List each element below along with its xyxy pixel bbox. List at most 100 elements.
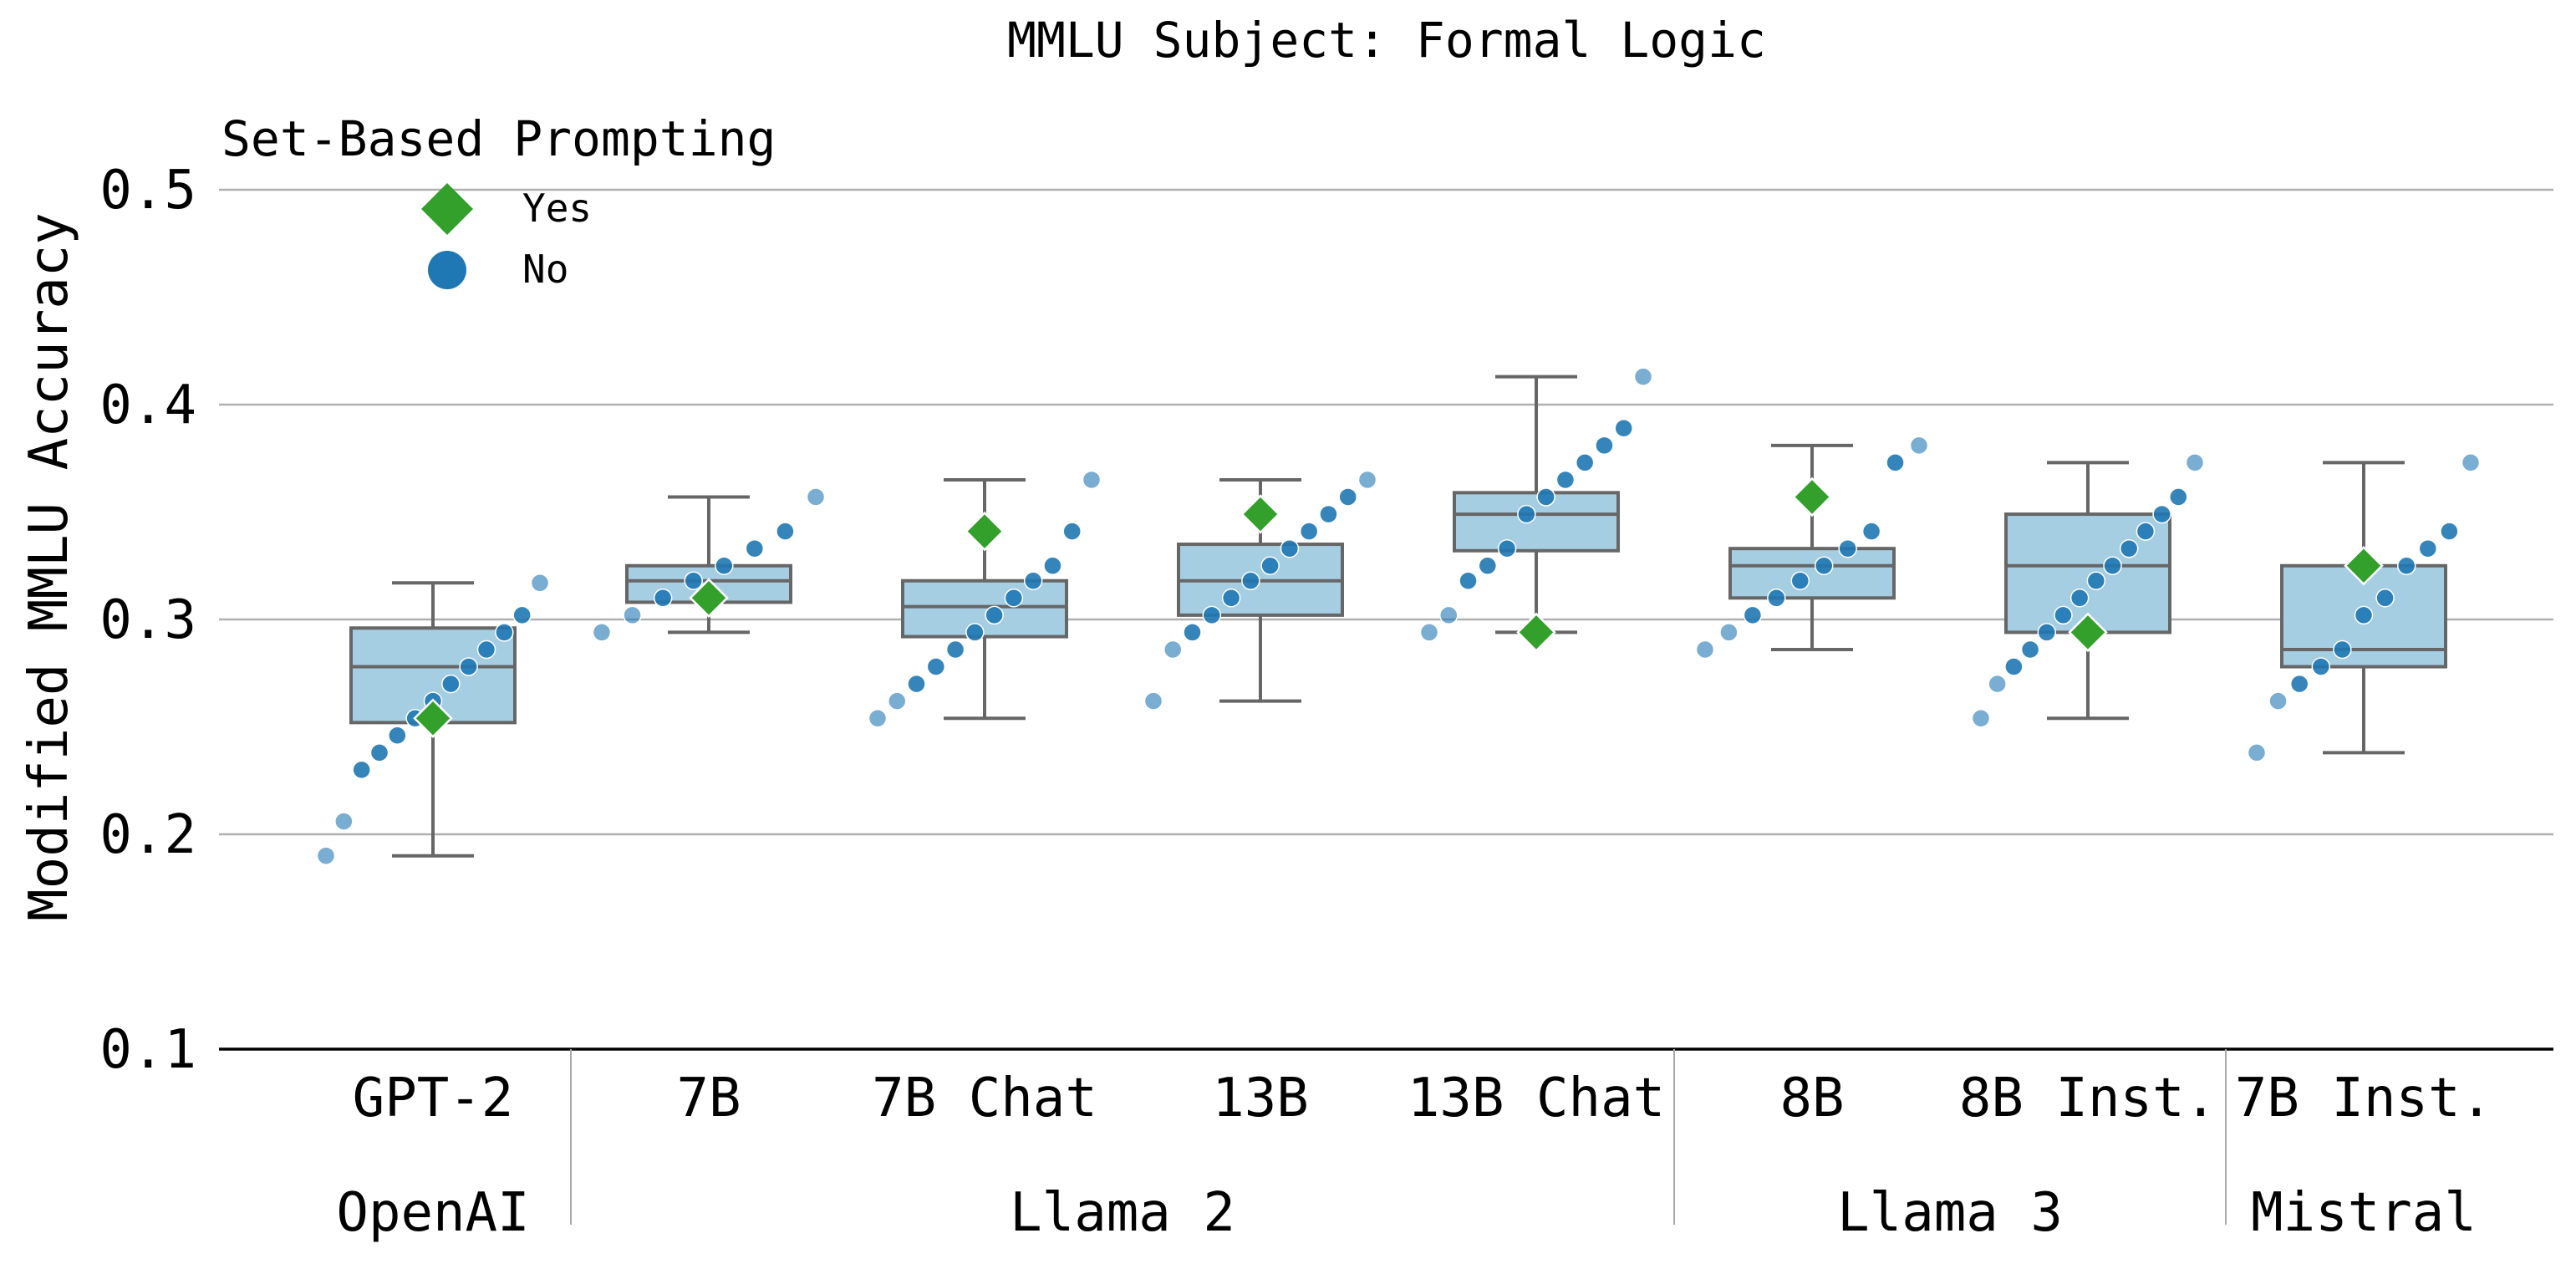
- no-point: [745, 538, 765, 558]
- no-point: [369, 743, 389, 762]
- no-point: [776, 522, 795, 541]
- no-point: [2461, 453, 2481, 472]
- no-point: [2103, 556, 2122, 575]
- no-point: [1357, 470, 1377, 490]
- no-point: [1183, 623, 1202, 642]
- box-iqr: [1728, 547, 1896, 600]
- no-point: [388, 726, 407, 746]
- no-point: [1575, 453, 1595, 472]
- no-point: [1299, 522, 1319, 541]
- no-point: [334, 812, 354, 831]
- no-point: [1338, 487, 1357, 507]
- x-tick-label: 8B Inst.: [1959, 1068, 2217, 1129]
- yes-point: [2068, 612, 2108, 653]
- no-point: [441, 674, 461, 694]
- no-point: [2152, 504, 2171, 524]
- group-label: OpenAI: [336, 1182, 529, 1244]
- no-point: [1439, 605, 1459, 625]
- legend-yes-label: Yes: [522, 186, 592, 231]
- x-tick-label: 7B: [676, 1068, 741, 1129]
- no-point: [316, 846, 336, 865]
- no-point: [1767, 589, 1786, 608]
- no-point: [1790, 571, 1810, 590]
- yes-point: [689, 578, 729, 619]
- no-series-points: [316, 367, 2481, 865]
- no-point: [2311, 657, 2331, 676]
- no-point: [985, 605, 1004, 625]
- legend-no-marker: [428, 251, 466, 289]
- no-point: [907, 674, 926, 694]
- no-point: [715, 556, 734, 575]
- box-iqr: [1453, 491, 1620, 553]
- group-label: Mistral: [2251, 1182, 2477, 1244]
- no-point: [1743, 605, 1763, 625]
- yes-point: [1240, 494, 1280, 534]
- yes-point: [965, 511, 1005, 552]
- no-point: [945, 640, 965, 660]
- group-label: Llama 2: [1010, 1182, 1235, 1244]
- no-point: [1555, 470, 1576, 490]
- no-point: [888, 691, 907, 711]
- no-point: [1478, 556, 1498, 575]
- y-tick-label: 0.3: [99, 589, 196, 651]
- no-point: [2169, 487, 2188, 507]
- no-point: [495, 623, 514, 642]
- boxes: [349, 375, 2447, 858]
- no-point: [2418, 538, 2438, 558]
- box-8b-inst-: [2004, 461, 2171, 721]
- no-point: [2268, 691, 2288, 711]
- no-point: [2354, 605, 2374, 625]
- no-point: [2333, 640, 2352, 660]
- no-point: [1459, 571, 1478, 590]
- no-point: [1595, 436, 1614, 456]
- no-point: [459, 657, 478, 676]
- no-point: [1536, 487, 1555, 507]
- legend-no-label: No: [522, 247, 568, 292]
- group-label: Llama 3: [1837, 1182, 2063, 1244]
- y-tick-label: 0.1: [99, 1019, 196, 1081]
- no-point: [1319, 504, 1338, 524]
- x-tick-label: 7B Chat: [872, 1068, 1097, 1129]
- no-point: [1221, 589, 1241, 608]
- no-point: [1062, 522, 1082, 541]
- no-point: [868, 708, 888, 728]
- no-point: [2289, 674, 2309, 694]
- box-7b-chat: [901, 477, 1068, 721]
- no-point: [2375, 589, 2395, 608]
- x-tick-label: 8B: [1779, 1068, 1844, 1129]
- y-tick-label: 0.2: [99, 804, 196, 866]
- no-point: [623, 605, 642, 625]
- box-13b-chat: [1453, 375, 1620, 634]
- x-tick-label: 13B Chat: [1408, 1068, 1665, 1129]
- no-point: [530, 573, 550, 593]
- no-point: [1695, 640, 1715, 660]
- no-point: [1241, 571, 1260, 590]
- no-point: [1419, 623, 1439, 642]
- no-point: [1886, 453, 1905, 472]
- no-point: [1838, 538, 1857, 558]
- no-point: [806, 487, 826, 507]
- yes-series-points: [413, 477, 2384, 738]
- y-tick-label: 0.4: [99, 375, 196, 436]
- no-point: [1633, 367, 1653, 386]
- no-point: [1023, 571, 1043, 590]
- yes-point: [1792, 477, 1832, 517]
- no-point: [2086, 571, 2106, 590]
- no-point: [2440, 522, 2459, 541]
- box-iqr: [901, 578, 1068, 639]
- no-point: [1861, 522, 1881, 541]
- x-axis: GPT-2 7B 7B Chat 13B 13B Chat 8B 8B Inst. 7B In…: [219, 1047, 2553, 1244]
- no-point: [1517, 504, 1536, 524]
- no-point: [2185, 453, 2205, 472]
- no-point: [1614, 419, 1633, 438]
- no-point: [476, 640, 496, 660]
- no-point: [684, 571, 703, 590]
- no-point: [1163, 640, 1183, 660]
- no-point: [1082, 470, 1102, 490]
- no-point: [2054, 605, 2073, 625]
- y-tick-label: 0.5: [99, 160, 196, 222]
- no-point: [1280, 538, 1300, 558]
- no-point: [965, 623, 985, 642]
- no-point: [653, 589, 673, 608]
- no-point: [2119, 538, 2139, 558]
